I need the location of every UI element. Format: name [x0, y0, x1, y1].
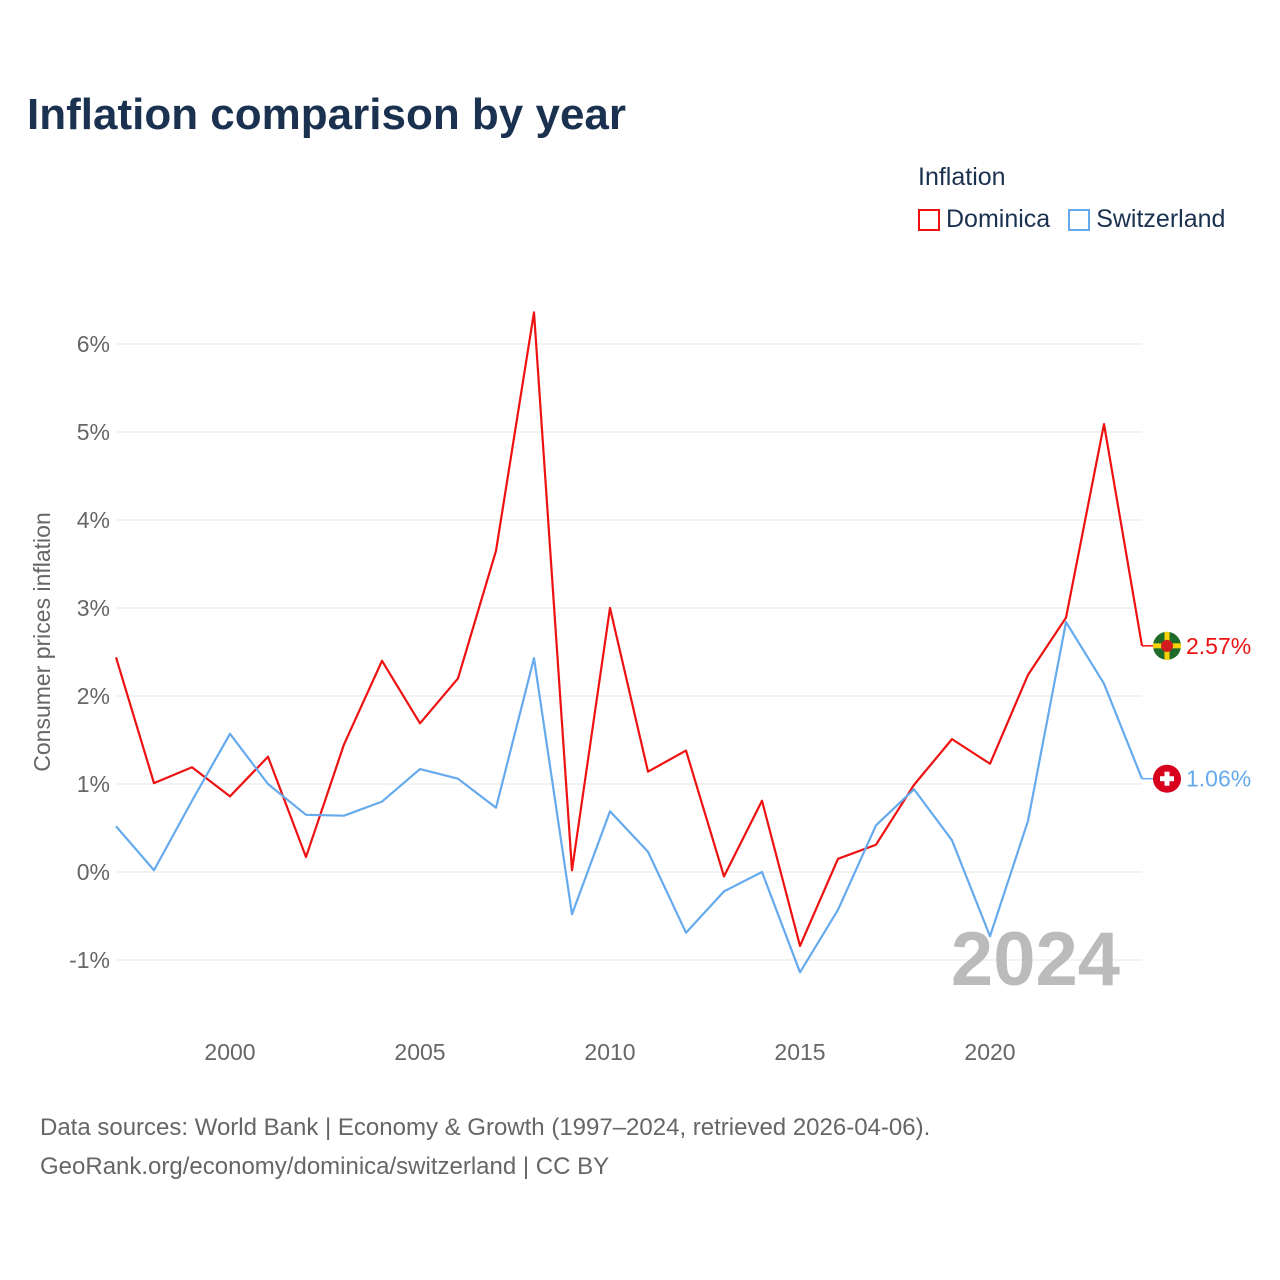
- x-tick-label: 2010: [584, 1039, 635, 1065]
- y-axis-label: Consumer prices inflation: [29, 512, 55, 772]
- series-line-dominica: [114, 311, 1144, 948]
- y-tick-label: 5%: [77, 419, 110, 445]
- y-tick-label: 1%: [77, 771, 110, 797]
- source-note: Data sources: World Bank | Economy & Gro…: [40, 1108, 930, 1186]
- flag-cross: [1164, 771, 1170, 786]
- legend: Dominica Switzerland: [918, 205, 1225, 234]
- x-tick-label: 2000: [204, 1039, 255, 1065]
- legend-swatch-switzerland: [1068, 208, 1091, 231]
- year-watermark: 2024: [951, 917, 1120, 1002]
- y-tick-label: -1%: [69, 947, 110, 973]
- legend-swatch-dominica: [918, 208, 940, 231]
- y-tick-label: 0%: [77, 859, 110, 885]
- series-line-switzerland: [115, 620, 1144, 974]
- y-tick-label: 3%: [77, 595, 110, 621]
- legend-label: Dominica: [946, 205, 1051, 233]
- legend-item-switzerland[interactable]: Switzerland: [1068, 205, 1225, 234]
- y-tick-label: 6%: [77, 331, 110, 357]
- source-line-2[interactable]: GeoRank.org/economy/dominica/switzerland…: [40, 1153, 610, 1180]
- chart-title: Inflation comparison by year: [27, 90, 627, 139]
- end-value-label: 1.06%: [1186, 766, 1251, 792]
- legend-item-dominica[interactable]: Dominica: [918, 205, 1050, 234]
- legend-title: Inflation: [918, 163, 1006, 191]
- x-tick-label: 2020: [964, 1039, 1015, 1065]
- x-tick-label: 2005: [394, 1039, 445, 1065]
- source-line-1: Data sources: World Bank | Economy & Gro…: [40, 1114, 931, 1141]
- flag-disc: [1161, 639, 1173, 652]
- legend-label: Switzerland: [1096, 205, 1226, 233]
- y-tick-label: 4%: [77, 507, 110, 533]
- x-tick-label: 2015: [774, 1039, 825, 1065]
- end-value-label: 2.57%: [1186, 633, 1251, 659]
- y-tick-label: 2%: [77, 683, 110, 709]
